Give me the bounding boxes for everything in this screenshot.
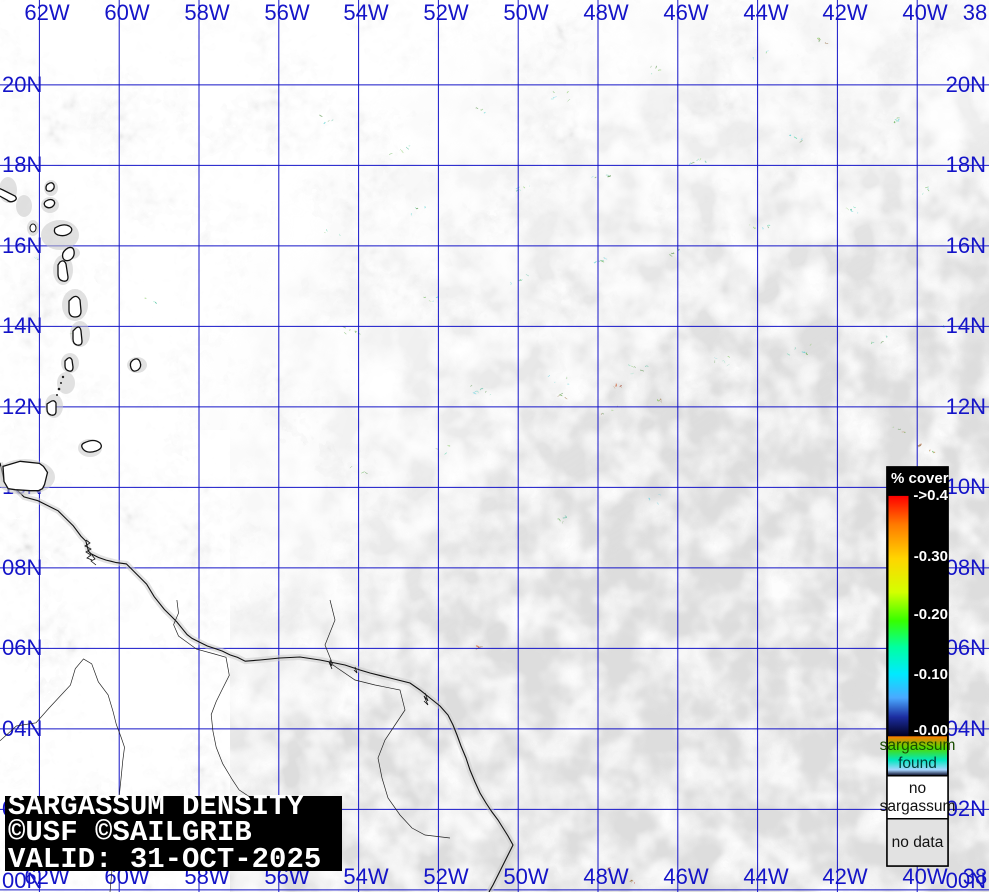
svg-text:% cover: % cover xyxy=(891,470,949,487)
svg-text:00N: 00N xyxy=(946,868,986,892)
svg-text:40W: 40W xyxy=(902,864,947,889)
svg-text:->0.4: ->0.4 xyxy=(913,487,948,504)
svg-text:18N: 18N xyxy=(946,152,986,177)
svg-text:46W: 46W xyxy=(663,0,708,25)
svg-text:08N: 08N xyxy=(946,555,986,580)
svg-text:54W: 54W xyxy=(343,864,388,889)
svg-text:16N: 16N xyxy=(2,233,42,258)
svg-text:18N: 18N xyxy=(2,152,42,177)
svg-text:38: 38 xyxy=(963,0,987,25)
svg-text:50W: 50W xyxy=(503,864,548,889)
svg-text:06N: 06N xyxy=(2,635,42,660)
svg-text:06N: 06N xyxy=(946,635,986,660)
svg-text:54W: 54W xyxy=(343,0,388,25)
svg-text:40W: 40W xyxy=(902,0,947,25)
svg-text:14N: 14N xyxy=(946,313,986,338)
svg-text:52W: 52W xyxy=(423,864,468,889)
svg-text:-0.10: -0.10 xyxy=(914,666,948,683)
svg-text:found: found xyxy=(898,755,937,772)
svg-text:no data: no data xyxy=(892,834,944,851)
svg-text:48W: 48W xyxy=(583,0,628,25)
svg-text:08N: 08N xyxy=(2,555,42,580)
svg-text:14N: 14N xyxy=(2,313,42,338)
svg-text:-0.30: -0.30 xyxy=(914,548,948,565)
svg-text:62W: 62W xyxy=(24,0,69,25)
svg-text:20N: 20N xyxy=(946,72,986,97)
svg-text:48W: 48W xyxy=(583,864,628,889)
svg-text:60W: 60W xyxy=(104,0,149,25)
svg-text:44W: 44W xyxy=(743,864,788,889)
svg-text:no: no xyxy=(909,780,926,797)
svg-text:12N: 12N xyxy=(946,394,986,419)
svg-text:sargassum: sargassum xyxy=(880,737,956,754)
svg-text:VALID: 31-OCT-2025: VALID: 31-OCT-2025 xyxy=(8,843,321,876)
svg-text:58W: 58W xyxy=(184,0,229,25)
svg-text:50W: 50W xyxy=(503,0,548,25)
svg-text:56W: 56W xyxy=(264,0,309,25)
svg-text:16N: 16N xyxy=(946,233,986,258)
svg-text:10N: 10N xyxy=(946,474,986,499)
svg-text:12N: 12N xyxy=(2,394,42,419)
svg-text:44W: 44W xyxy=(743,0,788,25)
svg-text:42W: 42W xyxy=(822,864,867,889)
svg-text:52W: 52W xyxy=(423,0,468,25)
svg-text:-0.20: -0.20 xyxy=(914,606,948,623)
svg-text:04N: 04N xyxy=(2,716,42,741)
svg-text:46W: 46W xyxy=(663,864,708,889)
svg-text:20N: 20N xyxy=(2,72,42,97)
svg-text:42W: 42W xyxy=(822,0,867,25)
svg-text:sargassum: sargassum xyxy=(880,798,956,815)
